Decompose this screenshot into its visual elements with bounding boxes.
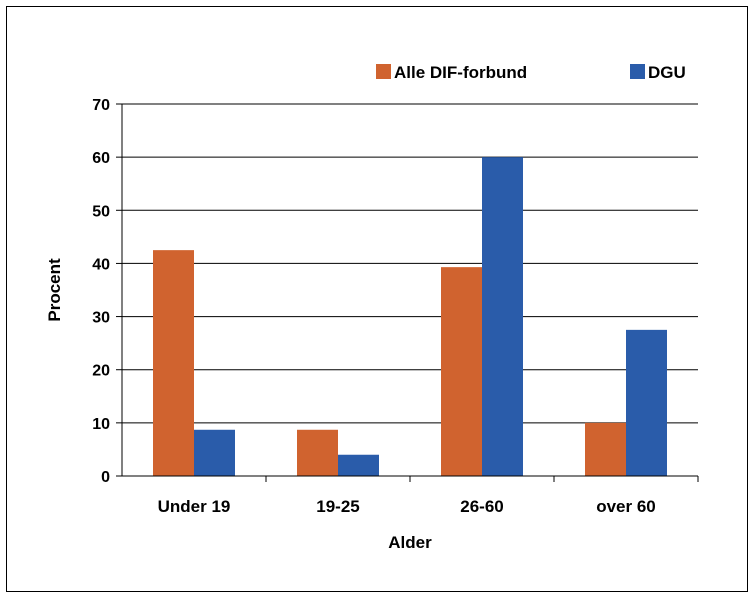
bars (153, 157, 667, 476)
bar-alle-dif-forbund-26-60 (441, 267, 482, 476)
x-tick-label: over 60 (596, 497, 656, 516)
x-tick-label: Under 19 (158, 497, 231, 516)
bar-dgu-over-60 (626, 329, 667, 476)
legend-label: DGU (648, 63, 686, 82)
y-tick-label: 50 (92, 203, 110, 220)
axes (121, 104, 698, 477)
bar-dgu-19-25 (338, 454, 379, 476)
bar-dgu-under-19 (194, 429, 235, 476)
x-tick-labels: Under 19 19-25 26-60 over 60 (158, 476, 699, 516)
y-tick-label: 30 (92, 310, 110, 327)
y-tick-label: 60 (92, 150, 110, 167)
y-tick-label: 40 (92, 256, 110, 273)
legend-swatch (376, 64, 391, 79)
legend-swatch (630, 64, 645, 79)
y-tick-label: 70 (92, 97, 110, 114)
y-tick-label: 10 (92, 416, 110, 433)
y-axis-label: Procent (45, 258, 64, 322)
x-tick-label: 19-25 (316, 497, 359, 516)
legend: Alle DIF-forbund DGU (376, 63, 686, 82)
y-tick-labels: 0 10 20 30 40 50 60 70 (92, 97, 122, 486)
y-tick-label: 0 (101, 469, 110, 486)
y-tick-label: 20 (92, 363, 110, 380)
x-tick-label: 26-60 (460, 497, 503, 516)
bar-alle-dif-forbund-under-19 (153, 250, 194, 476)
grid-lines (122, 103, 698, 424)
bar-alle-dif-forbund-19-25 (297, 429, 338, 476)
legend-label: Alle DIF-forbund (394, 63, 527, 82)
bar-dgu-26-60 (482, 157, 523, 476)
x-axis-label: Alder (388, 533, 432, 552)
bar-alle-dif-forbund-over-60 (585, 422, 626, 476)
